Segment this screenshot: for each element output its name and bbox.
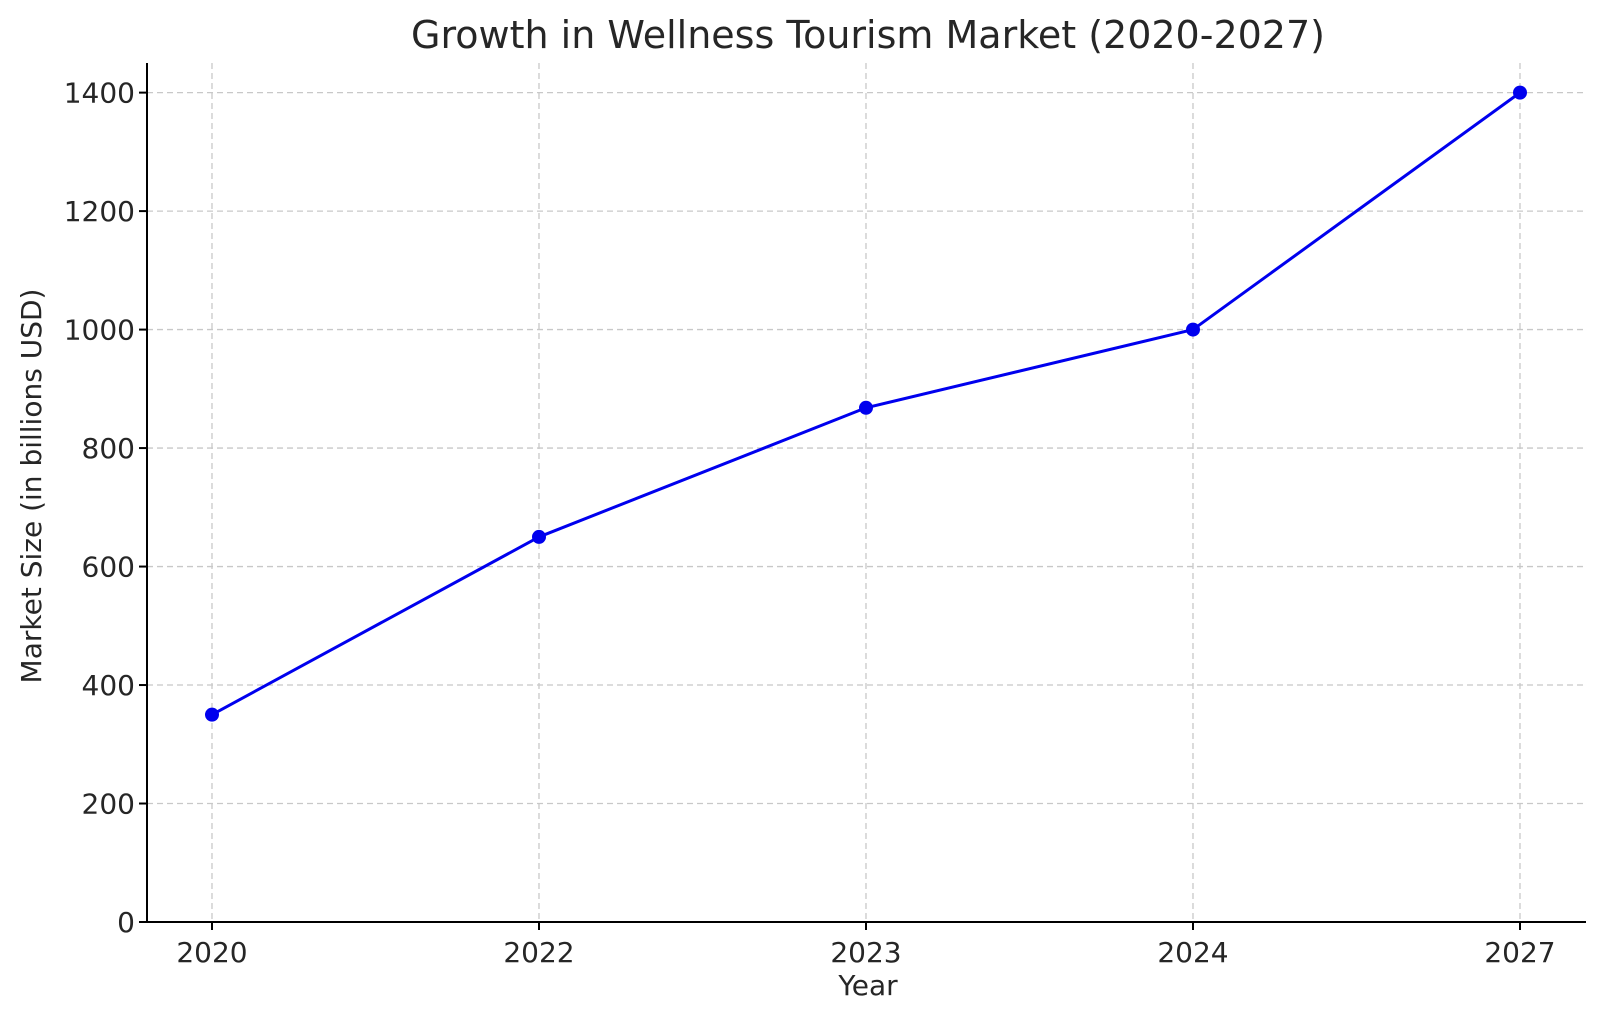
series — [205, 85, 1527, 722]
y-tick-label: 0 — [117, 906, 135, 939]
x-axis-label: Year — [837, 969, 898, 1002]
data-point-marker — [532, 529, 546, 544]
data-point-marker — [1186, 322, 1200, 337]
ticks: 0 200 400 600 800 1000 1200 1400 2020 2022 2023 202… — [64, 77, 1556, 969]
x-tick-label: 2027 — [1484, 936, 1555, 969]
x-tick-label: 2023 — [830, 936, 901, 969]
y-axis-label: Market Size (in billions USD) — [15, 289, 48, 684]
x-tick-label: 2024 — [1157, 936, 1228, 969]
y-tick-label: 200 — [82, 788, 135, 821]
grid — [147, 63, 1586, 922]
data-point-marker — [1513, 85, 1527, 100]
y-tick-label: 1200 — [64, 195, 135, 228]
y-tick-label: 400 — [82, 669, 135, 702]
chart-title: Growth in Wellness Tourism Market (2020-… — [411, 13, 1325, 57]
x-tick-label: 2022 — [503, 936, 574, 969]
x-tick-label: 2020 — [176, 936, 247, 969]
y-tick-label: 1400 — [64, 77, 135, 110]
y-tick-label: 1000 — [64, 314, 135, 347]
data-point-marker — [859, 400, 873, 415]
y-tick-label: 600 — [82, 551, 135, 584]
data-point-marker — [205, 707, 219, 722]
y-tick-label: 800 — [82, 432, 135, 465]
